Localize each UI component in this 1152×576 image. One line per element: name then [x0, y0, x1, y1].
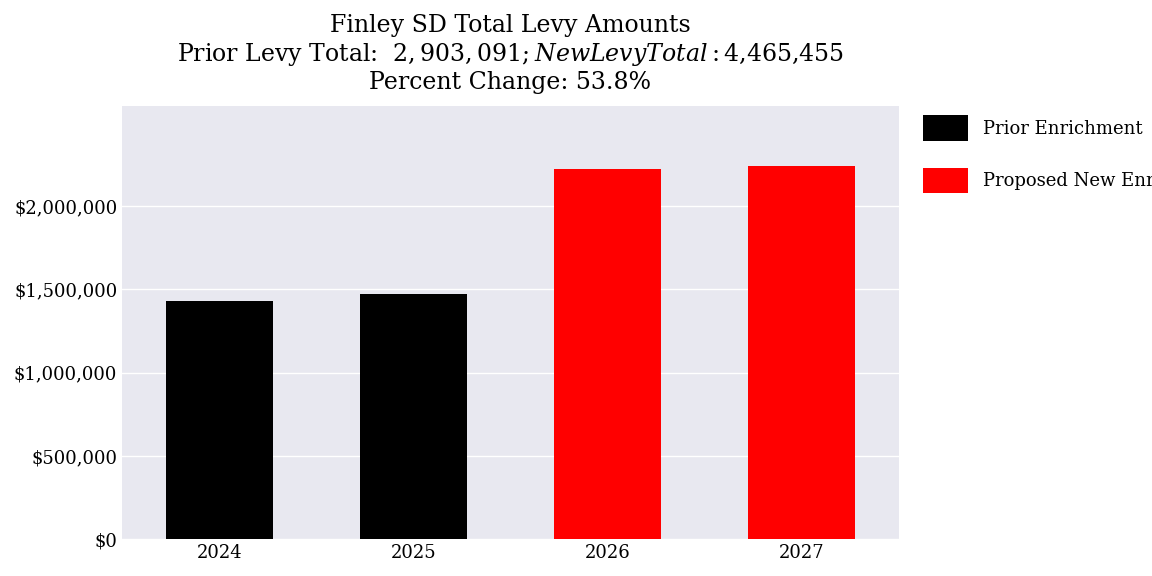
Bar [359, 294, 467, 539]
Legend: Prior Enrichment, Proposed New Enrichment: Prior Enrichment, Proposed New Enrichmen… [923, 115, 1152, 194]
Title: Finley SD Total Levy Amounts
Prior Levy Total:  $2,903,091; New Levy Total: $4,4: Finley SD Total Levy Amounts Prior Levy … [176, 14, 844, 94]
Bar [166, 301, 273, 539]
Bar [748, 166, 855, 539]
Bar [554, 169, 661, 539]
